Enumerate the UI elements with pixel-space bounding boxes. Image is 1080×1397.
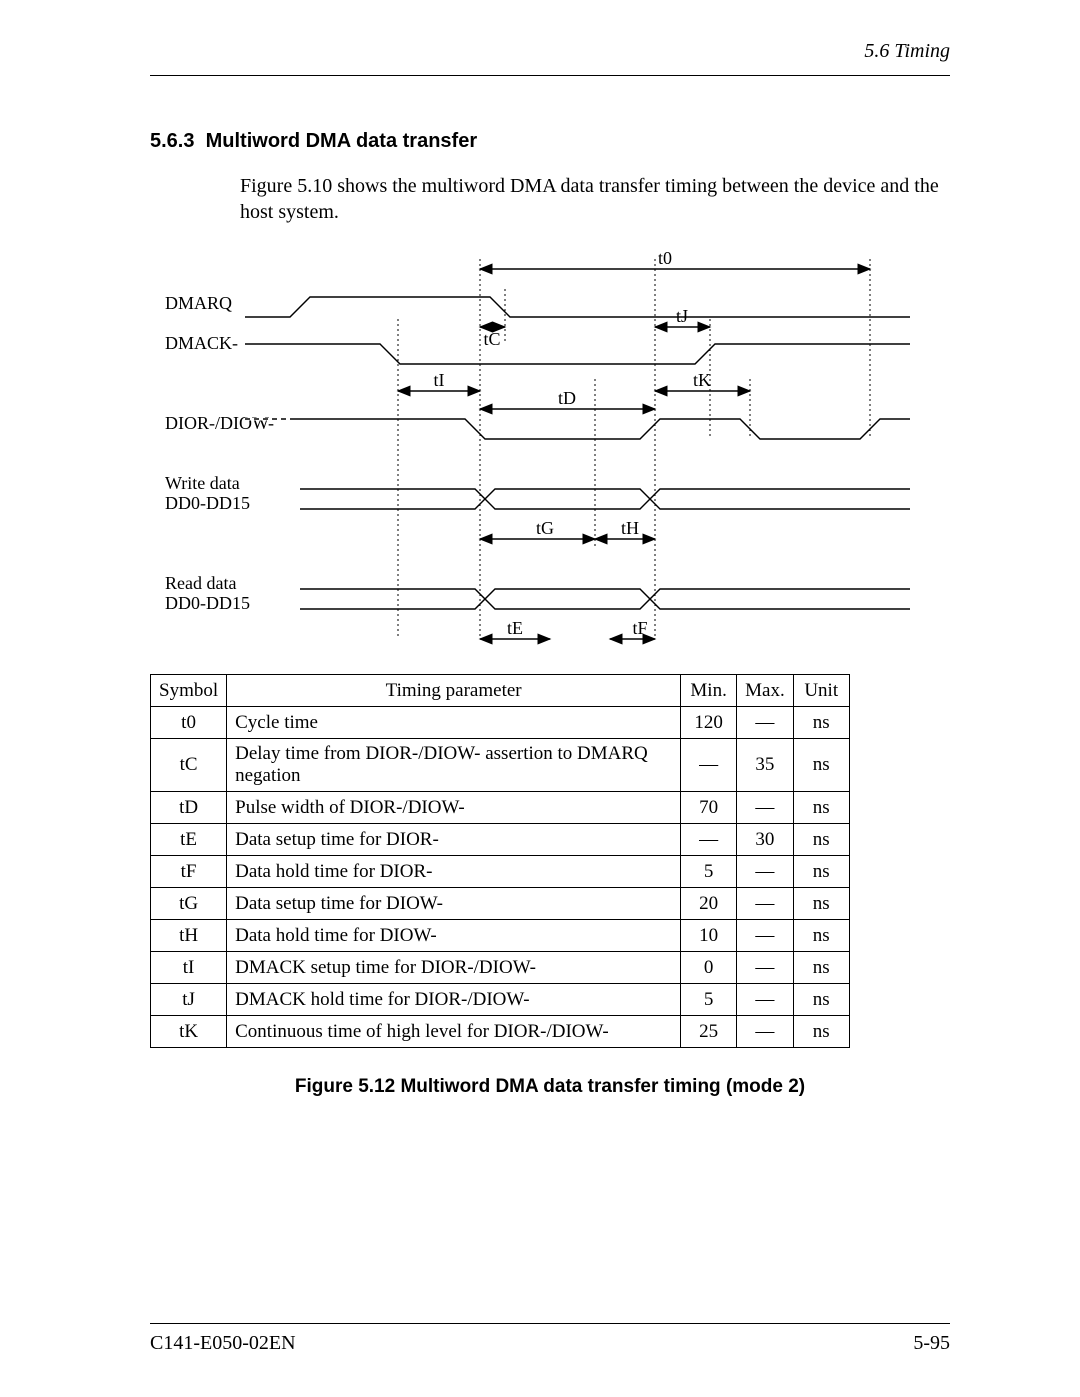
table-cell: Delay time from DIOR-/DIOW- assertion to… [227, 739, 681, 792]
table-cell: tD [151, 792, 227, 824]
table-row: tJDMACK hold time for DIOR-/DIOW-5—ns [151, 984, 850, 1016]
table-cell: Cycle time [227, 707, 681, 739]
page-footer: C141-E050-02EN 5-95 [150, 1323, 950, 1355]
signal-label-write1: Write data [165, 473, 240, 493]
intro-paragraph: Figure 5.10 shows the multiword DMA data… [240, 173, 950, 225]
table-cell: 120 [681, 707, 737, 739]
table-cell: ns [793, 856, 849, 888]
table-cell: ns [793, 984, 849, 1016]
label-tJ: tJ [676, 306, 688, 326]
th-min: Min. [681, 675, 737, 707]
label-tD: tD [558, 388, 576, 408]
table-row: tIDMACK setup time for DIOR-/DIOW-0—ns [151, 952, 850, 984]
signal-label-dmack: DMACK- [165, 333, 238, 353]
table-cell: 5 [681, 984, 737, 1016]
table-cell: Data setup time for DIOW- [227, 888, 681, 920]
table-cell: — [737, 792, 794, 824]
table-cell: — [681, 824, 737, 856]
table-cell: ns [793, 707, 849, 739]
table-cell: tI [151, 952, 227, 984]
th-max: Max. [737, 675, 794, 707]
table-row: tHData hold time for DIOW-10—ns [151, 920, 850, 952]
table-row: tEData setup time for DIOR-—30ns [151, 824, 850, 856]
table-cell: — [737, 952, 794, 984]
table-cell: ns [793, 888, 849, 920]
table-cell: ns [793, 952, 849, 984]
running-head: 5.6 Timing [150, 40, 950, 63]
table-cell: Continuous time of high level for DIOR-/… [227, 1016, 681, 1048]
table-cell: tK [151, 1016, 227, 1048]
table-cell: DMACK setup time for DIOR-/DIOW- [227, 952, 681, 984]
table-cell: — [737, 856, 794, 888]
label-t0: t0 [658, 249, 672, 268]
th-symbol: Symbol [151, 675, 227, 707]
footer-doc-id: C141-E050-02EN [150, 1332, 296, 1355]
label-tI: tI [434, 370, 445, 390]
timing-diagram: t0 DMARQ tC tJ DMACK- tI tD tK DIOR-/DI [150, 249, 950, 654]
table-cell: ns [793, 824, 849, 856]
signal-label-dior: DIOR-/DIOW- [165, 413, 274, 433]
table-row: tCDelay time from DIOR-/DIOW- assertion … [151, 739, 850, 792]
section-heading: 5.6.3 Multiword DMA data transfer [150, 130, 950, 153]
table-header-row: Symbol Timing parameter Min. Max. Unit [151, 675, 850, 707]
table-cell: — [737, 707, 794, 739]
table-cell: tF [151, 856, 227, 888]
table-row: tDPulse width of DIOR-/DIOW-70—ns [151, 792, 850, 824]
header-rule [150, 75, 950, 76]
table-cell: 0 [681, 952, 737, 984]
table-cell: 5 [681, 856, 737, 888]
table-cell: ns [793, 920, 849, 952]
table-cell: 70 [681, 792, 737, 824]
table-row: tFData hold time for DIOR-5—ns [151, 856, 850, 888]
timing-table: Symbol Timing parameter Min. Max. Unit t… [150, 674, 850, 1048]
table-cell: Pulse width of DIOR-/DIOW- [227, 792, 681, 824]
table-cell: ns [793, 739, 849, 792]
th-unit: Unit [793, 675, 849, 707]
table-row: tGData setup time for DIOW-20—ns [151, 888, 850, 920]
table-cell: 25 [681, 1016, 737, 1048]
table-cell: tH [151, 920, 227, 952]
table-cell: — [681, 739, 737, 792]
section-title: Multiword DMA data transfer [206, 130, 478, 152]
label-tE: tE [507, 618, 523, 638]
table-cell: — [737, 1016, 794, 1048]
signal-label-read1: Read data [165, 573, 236, 593]
table-row: tKContinuous time of high level for DIOR… [151, 1016, 850, 1048]
section-number: 5.6.3 [150, 130, 194, 152]
figure-caption: Figure 5.12 Multiword DMA data transfer … [150, 1076, 950, 1098]
label-tC: tC [483, 329, 500, 349]
label-tG: tG [536, 518, 554, 538]
table-cell: tJ [151, 984, 227, 1016]
table-cell: — [737, 920, 794, 952]
signal-label-write2: DD0-DD15 [165, 493, 250, 513]
th-param: Timing parameter [227, 675, 681, 707]
table-row: t0Cycle time120—ns [151, 707, 850, 739]
label-tH: tH [621, 518, 639, 538]
footer-page-num: 5-95 [913, 1332, 950, 1355]
table-cell: 35 [737, 739, 794, 792]
table-cell: tC [151, 739, 227, 792]
table-cell: tE [151, 824, 227, 856]
table-cell: — [737, 984, 794, 1016]
table-cell: DMACK hold time for DIOR-/DIOW- [227, 984, 681, 1016]
table-cell: Data hold time for DIOR- [227, 856, 681, 888]
table-cell: Data hold time for DIOW- [227, 920, 681, 952]
label-tK: tK [693, 370, 711, 390]
table-cell: 20 [681, 888, 737, 920]
table-cell: ns [793, 792, 849, 824]
table-cell: ns [793, 1016, 849, 1048]
label-tF: tF [632, 618, 647, 638]
table-cell: 30 [737, 824, 794, 856]
table-cell: t0 [151, 707, 227, 739]
table-cell: Data setup time for DIOR- [227, 824, 681, 856]
table-cell: — [737, 888, 794, 920]
table-cell: tG [151, 888, 227, 920]
signal-label-read2: DD0-DD15 [165, 593, 250, 613]
table-cell: 10 [681, 920, 737, 952]
signal-label-dmarq: DMARQ [165, 293, 232, 313]
